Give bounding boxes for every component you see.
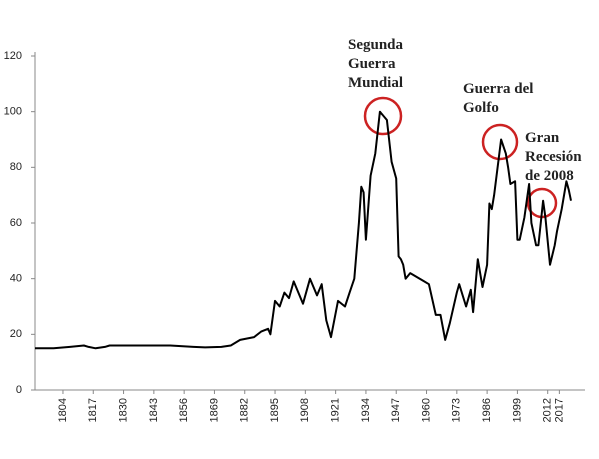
x-tick-label: 1999 bbox=[511, 398, 523, 422]
highlight-circle bbox=[481, 123, 519, 161]
highlight-circle bbox=[363, 96, 403, 136]
x-tick-label: 1804 bbox=[57, 398, 69, 422]
x-tick-label: 2017 bbox=[553, 398, 565, 422]
y-tick-label: 80 bbox=[10, 161, 22, 173]
y-tick-label: 40 bbox=[10, 273, 22, 285]
y-tick-label: 60 bbox=[10, 217, 22, 229]
annotation: Golfo bbox=[463, 100, 499, 116]
x-tick-label: 1947 bbox=[390, 398, 402, 422]
x-tick-label: 1908 bbox=[299, 398, 311, 422]
x-tick-label: 2012 bbox=[542, 398, 554, 422]
x-tick-label: 1921 bbox=[330, 398, 342, 422]
y-tick-label: 0 bbox=[16, 384, 22, 396]
y-tick-label: 20 bbox=[10, 328, 22, 340]
y-tick-label: 120 bbox=[4, 50, 22, 62]
x-tick-label: 1830 bbox=[117, 398, 129, 422]
x-tick-label: 1934 bbox=[360, 398, 372, 422]
annotation: Recesión bbox=[525, 149, 582, 165]
annotation: Guerra del bbox=[463, 81, 533, 97]
x-tick-label: 1869 bbox=[208, 398, 220, 422]
data-line bbox=[35, 110, 572, 350]
annotation: Gran bbox=[525, 130, 560, 146]
x-tick-label: 1843 bbox=[148, 398, 160, 422]
x-tick-label: 1895 bbox=[269, 398, 281, 422]
y-tick-label: 100 bbox=[4, 106, 22, 118]
annotation: Mundial bbox=[348, 75, 403, 91]
annotation: Segunda bbox=[348, 37, 404, 53]
x-tick-label: 1960 bbox=[420, 398, 432, 422]
annotation: Guerra bbox=[348, 56, 396, 72]
x-tick-label: 1817 bbox=[87, 398, 99, 422]
x-tick-label: 1973 bbox=[451, 398, 463, 422]
x-tick-label: 1986 bbox=[481, 398, 493, 422]
annotation: de 2008 bbox=[525, 168, 574, 184]
x-tick-label: 1882 bbox=[239, 398, 251, 422]
x-tick-label: 1856 bbox=[178, 398, 190, 422]
